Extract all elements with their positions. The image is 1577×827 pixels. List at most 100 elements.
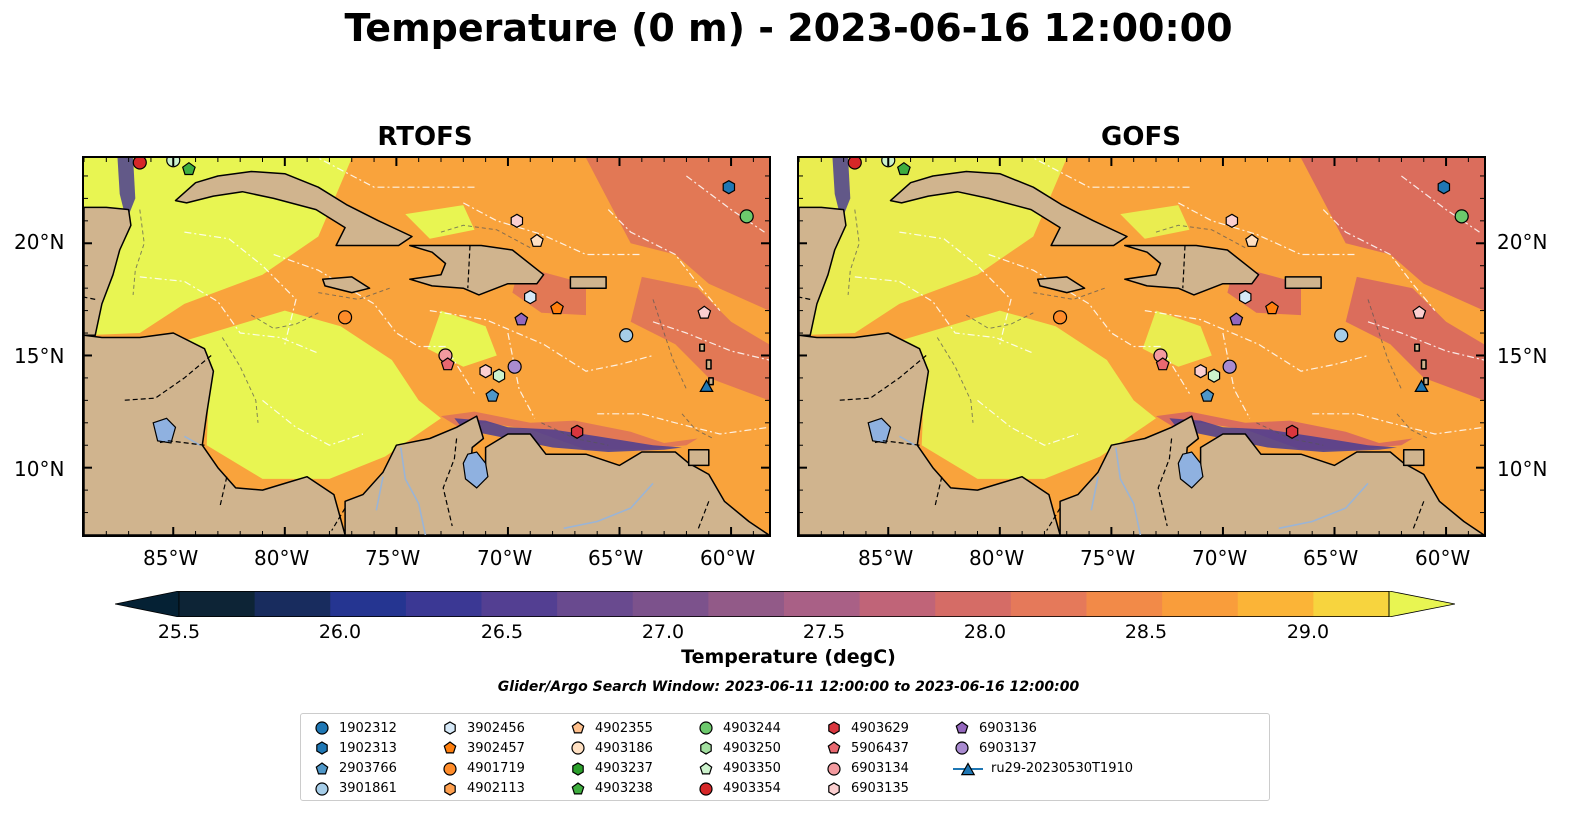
legend-symbol bbox=[443, 741, 457, 754]
colorbar-tick-label: 26.5 bbox=[480, 621, 524, 643]
river bbox=[1278, 482, 1369, 530]
eez-boundary bbox=[507, 332, 536, 419]
sst-warm-region bbox=[1120, 205, 1190, 239]
x-tick-label: 85°W bbox=[143, 546, 199, 570]
colorbar-tick-label: 28.5 bbox=[1124, 621, 1168, 643]
colorbar-tick-label: 27.5 bbox=[802, 621, 846, 643]
legend-label: 2903766 bbox=[339, 761, 397, 777]
legend-entry: 3901861 bbox=[313, 779, 397, 799]
eez-boundary bbox=[1144, 310, 1369, 372]
legend-marker bbox=[444, 721, 456, 735]
colorbar-bin bbox=[1313, 591, 1390, 617]
legend-marker bbox=[699, 761, 713, 775]
eez-boundary bbox=[1178, 202, 1357, 256]
y-tick-label: 10°N bbox=[1497, 457, 1548, 481]
landmass-smallIsl1 bbox=[1414, 343, 1421, 352]
legend-label: 4902113 bbox=[467, 781, 525, 797]
legend-symbol bbox=[828, 721, 840, 735]
landmass-smallIsl2 bbox=[1420, 359, 1427, 370]
sst-hot-region bbox=[1156, 411, 1413, 450]
river bbox=[184, 435, 201, 446]
sst-warm-region bbox=[799, 158, 1067, 336]
sst-warm-region bbox=[84, 158, 352, 336]
legend-entry: 4903238 bbox=[569, 779, 653, 799]
legend-marker bbox=[315, 761, 329, 775]
river bbox=[1090, 476, 1099, 511]
legend-symbol bbox=[444, 721, 456, 735]
float-marker bbox=[1412, 305, 1427, 319]
landmass-smallIsl3 bbox=[708, 377, 714, 386]
eez-boundary bbox=[1401, 175, 1480, 233]
legend-marker bbox=[955, 741, 969, 755]
legend-label: 1902313 bbox=[339, 740, 397, 756]
legend-symbol bbox=[316, 741, 328, 755]
legend-label: ru29-20230530T1910 bbox=[991, 761, 1134, 777]
float-marker bbox=[510, 213, 524, 228]
float-marker bbox=[1334, 328, 1349, 343]
country-border bbox=[799, 296, 811, 300]
landmass-cuba bbox=[174, 170, 413, 247]
country-border bbox=[836, 355, 927, 401]
colorbar-bin bbox=[1237, 591, 1314, 617]
legend-symbol bbox=[315, 761, 329, 775]
landmass-smallIsl1 bbox=[699, 343, 706, 352]
bathymetry-contour bbox=[1367, 299, 1402, 390]
country-border bbox=[697, 501, 710, 531]
sst-cool-region bbox=[117, 158, 136, 221]
bathymetry-contour bbox=[847, 209, 860, 295]
float-marker bbox=[619, 328, 634, 343]
legend-triangle bbox=[960, 761, 976, 775]
river bbox=[375, 476, 384, 511]
float-marker bbox=[1454, 209, 1469, 224]
eez-boundary bbox=[977, 399, 1079, 446]
legend-marker bbox=[571, 782, 585, 795]
x-tick-label: 60°W bbox=[700, 546, 756, 570]
map-rtofs bbox=[82, 156, 771, 537]
legend-entry: 4903186 bbox=[569, 738, 653, 758]
search-window-note: Glider/Argo Search Window: 2023-06-11 12… bbox=[497, 679, 1080, 695]
legend-symbol bbox=[571, 721, 585, 734]
colorbar-bin bbox=[405, 591, 482, 617]
country-border bbox=[1046, 507, 1061, 531]
legend-label: 4903244 bbox=[723, 720, 781, 736]
legend-label: 4903354 bbox=[723, 781, 781, 797]
panel-title-gofs: GOFS bbox=[1101, 122, 1181, 152]
eez-boundary bbox=[607, 209, 721, 311]
colorbar-bin bbox=[1086, 591, 1163, 617]
legend-label: 4903238 bbox=[595, 781, 653, 797]
bathymetry-contour bbox=[1256, 422, 1324, 446]
legend-marker bbox=[572, 761, 584, 776]
legend-entry: 4903237 bbox=[569, 759, 653, 779]
legend-symbol bbox=[315, 782, 329, 796]
legend-entry: 1902313 bbox=[313, 738, 397, 758]
float-marker bbox=[1239, 289, 1252, 305]
landmass-southAm bbox=[1059, 415, 1484, 535]
legend-entry: 4901719 bbox=[441, 759, 525, 779]
legend-marker bbox=[315, 782, 329, 796]
colorbar-tick-label: 29.0 bbox=[1286, 621, 1330, 643]
legend-label: 4903186 bbox=[595, 740, 653, 756]
legend-symbol bbox=[572, 761, 584, 776]
colorbar bbox=[115, 591, 1455, 617]
float-marker bbox=[570, 424, 584, 439]
bathymetry-contour bbox=[251, 312, 319, 330]
legend-marker bbox=[828, 782, 840, 796]
legend-symbol bbox=[699, 721, 713, 735]
legend-entry: 4903629 bbox=[825, 718, 909, 738]
figure-title: Temperature (0 m) - 2023-06-16 12:00:00 bbox=[344, 6, 1233, 50]
x-tick-label: 65°W bbox=[1303, 546, 1359, 570]
legend-symbol bbox=[699, 761, 713, 775]
colorbar-tick-label: 26.0 bbox=[318, 621, 362, 643]
x-tick-label: 75°W bbox=[365, 546, 421, 570]
legend-label: 3902457 bbox=[467, 740, 525, 756]
legend-entry: 6903135 bbox=[825, 779, 909, 799]
lake-nicaragua bbox=[152, 417, 177, 444]
eez-boundary bbox=[1312, 413, 1484, 435]
legend-marker bbox=[316, 741, 328, 755]
country-border bbox=[467, 245, 471, 289]
eez-boundary bbox=[139, 276, 319, 354]
float-marker bbox=[722, 180, 736, 195]
colorbar-bin bbox=[632, 591, 709, 617]
float-marker bbox=[1414, 379, 1429, 392]
landmass-hispaniola bbox=[409, 244, 545, 296]
